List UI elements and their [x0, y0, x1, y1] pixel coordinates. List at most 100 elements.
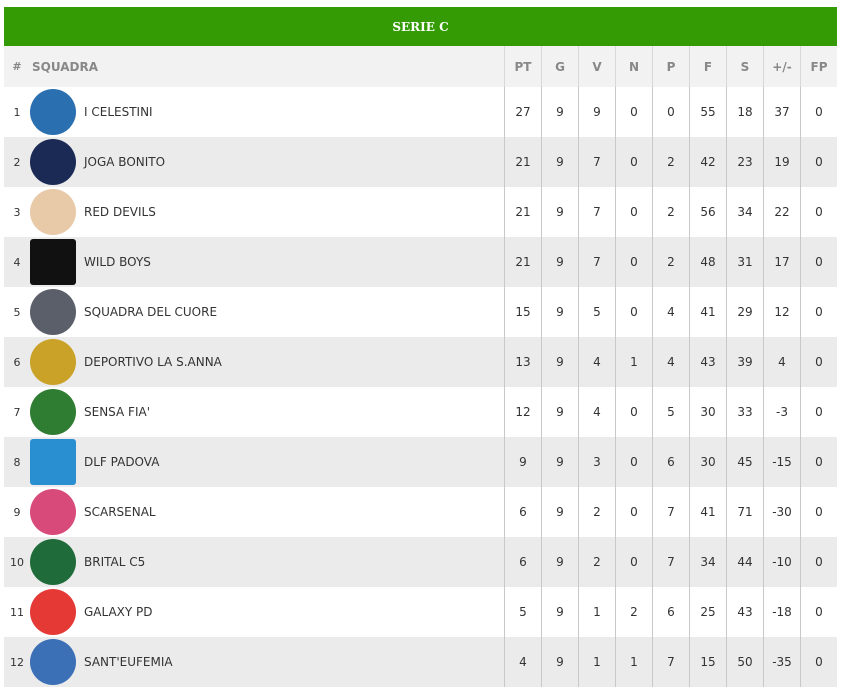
- header-pos: #: [4, 46, 30, 87]
- stat-pt: 21: [504, 187, 542, 237]
- team-name[interactable]: DLF PADOVA: [84, 455, 160, 469]
- team-cell[interactable]: I CELESTINI: [30, 87, 505, 137]
- position: 6: [4, 337, 30, 387]
- team-name[interactable]: I CELESTINI: [84, 105, 153, 119]
- header-col[interactable]: P: [652, 46, 690, 87]
- stat-p: 2: [652, 187, 690, 237]
- stat-v: 1: [578, 637, 616, 687]
- header-col[interactable]: G: [541, 46, 579, 87]
- stat-p: 7: [652, 537, 690, 587]
- stat-fp: 0: [800, 487, 837, 537]
- team-name[interactable]: SANT'EUFEMIA: [84, 655, 173, 669]
- stat-p: 6: [652, 437, 690, 487]
- team-cell[interactable]: WILD BOYS: [30, 237, 505, 287]
- header-col[interactable]: F: [689, 46, 727, 87]
- team-cell[interactable]: SENSA FIA': [30, 387, 505, 437]
- stat-f: 25: [689, 587, 727, 637]
- team-cell[interactable]: BRITAL C5: [30, 537, 505, 587]
- stat-s: 18: [726, 87, 764, 137]
- team-logo-icon: [30, 639, 76, 685]
- table-row: 2 JOGA BONITO 21 9 7 0 2 42 23 19 0: [4, 137, 837, 187]
- team-name[interactable]: RED DEVILS: [84, 205, 156, 219]
- stat-diff: -30: [763, 487, 801, 537]
- header-col[interactable]: PT: [504, 46, 542, 87]
- team-cell[interactable]: SCARSENAL: [30, 487, 505, 537]
- stat-s: 50: [726, 637, 764, 687]
- stat-fp: 0: [800, 287, 837, 337]
- stat-fp: 0: [800, 137, 837, 187]
- header-col[interactable]: N: [615, 46, 653, 87]
- stat-f: 41: [689, 487, 727, 537]
- stat-v: 1: [578, 587, 616, 637]
- stat-pt: 21: [504, 237, 542, 287]
- team-cell[interactable]: GALAXY PD: [30, 587, 505, 637]
- stat-pt: 12: [504, 387, 542, 437]
- stat-pt: 9: [504, 437, 542, 487]
- header-col[interactable]: FP: [800, 46, 837, 87]
- table-row: 10 BRITAL C5 6 9 2 0 7 34 44 -10 0: [4, 537, 837, 587]
- standings-widget: SERIE C # SQUADRA PT G V N P F S +/- FP 1 I CELE…: [4, 7, 837, 687]
- team-logo-icon: [30, 439, 76, 485]
- team-name[interactable]: WILD BOYS: [84, 255, 151, 269]
- team-name[interactable]: SCARSENAL: [84, 505, 156, 519]
- team-cell[interactable]: RED DEVILS: [30, 187, 505, 237]
- team-cell[interactable]: DEPORTIVO LA S.ANNA: [30, 337, 505, 387]
- table-row: 5 SQUADRA DEL CUORE 15 9 5 0 4 41 29 12 0: [4, 287, 837, 337]
- stat-p: 4: [652, 337, 690, 387]
- team-name[interactable]: DEPORTIVO LA S.ANNA: [84, 355, 222, 369]
- stat-p: 2: [652, 137, 690, 187]
- team-cell[interactable]: SQUADRA DEL CUORE: [30, 287, 505, 337]
- stat-f: 34: [689, 537, 727, 587]
- stat-fp: 0: [800, 237, 837, 287]
- position: 2: [4, 137, 30, 187]
- position: 10: [4, 537, 30, 587]
- team-name[interactable]: SQUADRA DEL CUORE: [84, 305, 218, 319]
- stat-f: 15: [689, 637, 727, 687]
- team-cell[interactable]: JOGA BONITO: [30, 137, 505, 187]
- stat-n: 2: [615, 587, 653, 637]
- table-row: 7 SENSA FIA' 12 9 4 0 5 30 33 -3 0: [4, 387, 837, 437]
- stat-diff: 17: [763, 237, 801, 287]
- stat-pt: 15: [504, 287, 542, 337]
- team-logo-icon: [30, 239, 76, 285]
- team-logo-icon: [30, 589, 76, 635]
- stat-s: 71: [726, 487, 764, 537]
- team-logo-icon: [30, 139, 76, 185]
- stat-v: 7: [578, 187, 616, 237]
- team-logo-icon: [30, 339, 76, 385]
- stat-s: 43: [726, 587, 764, 637]
- stat-n: 0: [615, 387, 653, 437]
- stat-n: 0: [615, 137, 653, 187]
- stat-f: 56: [689, 187, 727, 237]
- header-col[interactable]: S: [726, 46, 764, 87]
- position: 1: [13, 105, 21, 119]
- stat-n: 0: [615, 287, 653, 337]
- stat-diff: 12: [763, 287, 801, 337]
- team-cell[interactable]: DLF PADOVA: [30, 437, 505, 487]
- standings-table: # SQUADRA PT G V N P F S +/- FP 1 I CELESTINI 27 9…: [4, 46, 837, 687]
- team-name[interactable]: JOGA BONITO: [84, 155, 166, 169]
- team-name[interactable]: GALAXY PD: [84, 605, 153, 619]
- team-name[interactable]: BRITAL C5: [84, 555, 146, 569]
- stat-v: 5: [578, 287, 616, 337]
- position: 12: [4, 637, 30, 687]
- stat-n: 0: [615, 187, 653, 237]
- stat-f: 42: [689, 137, 727, 187]
- stat-f: 48: [689, 237, 727, 287]
- stat-n: 1: [615, 637, 653, 687]
- stat-pt: 21: [504, 137, 542, 187]
- stat-n: 1: [615, 337, 653, 387]
- league-title: SERIE C: [4, 7, 837, 46]
- stat-g: 9: [541, 537, 579, 587]
- stat-s: 29: [726, 287, 764, 337]
- stat-pt: 6: [504, 537, 542, 587]
- team-cell[interactable]: SANT'EUFEMIA: [30, 637, 505, 687]
- position: 3: [13, 205, 21, 219]
- stat-fp: 0: [800, 537, 837, 587]
- team-name[interactable]: SENSA FIA': [84, 405, 150, 419]
- stat-g: 9: [541, 237, 579, 287]
- header-col[interactable]: V: [578, 46, 616, 87]
- table-row: 12 SANT'EUFEMIA 4 9 1 1 7 15 50 -35 0: [4, 637, 837, 687]
- stat-g: 9: [541, 337, 579, 387]
- header-col[interactable]: +/-: [763, 46, 801, 87]
